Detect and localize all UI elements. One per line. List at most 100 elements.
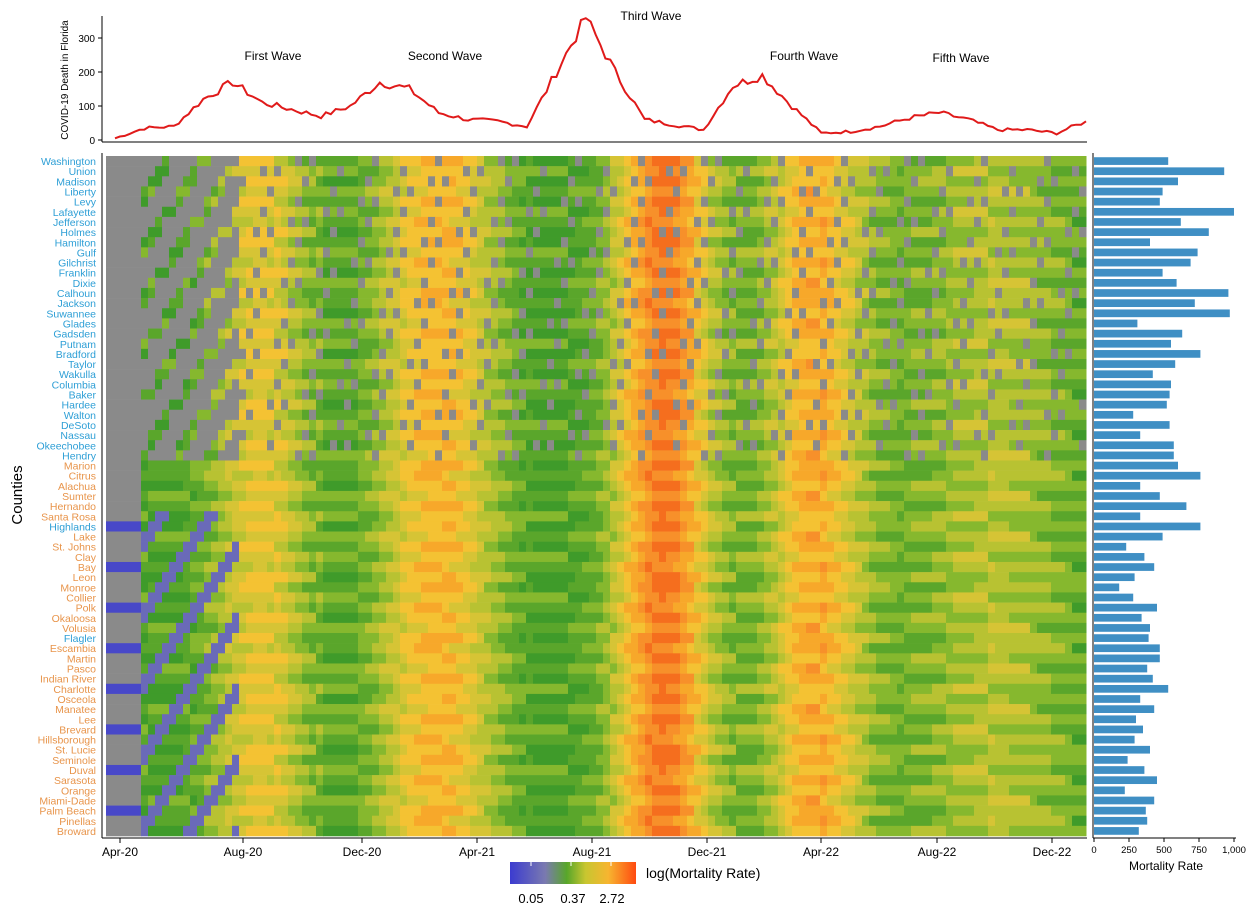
- heatmap-cell: [778, 805, 786, 816]
- heatmap-cell: [246, 348, 254, 360]
- heatmap-cell: [911, 572, 947, 583]
- heatmap-cell: [155, 419, 170, 431]
- heatmap-cell: [141, 561, 170, 573]
- heatmap-cell: [771, 430, 779, 441]
- heatmap-cell: [491, 358, 499, 370]
- heatmap-cell: [428, 318, 457, 329]
- heatmap-cell: [988, 369, 996, 380]
- heatmap-cell: [687, 785, 702, 796]
- heatmap-cell: [141, 287, 149, 299]
- heatmap-cell: [1065, 298, 1073, 309]
- heatmap-cell: [456, 653, 471, 664]
- heatmap-cell: [491, 430, 506, 441]
- heatmap-cell: [190, 419, 198, 431]
- heatmap-cell: [932, 247, 940, 258]
- heatmap-cell: [624, 166, 632, 177]
- heatmap-cell: [911, 156, 919, 167]
- heatmap-cell: [526, 206, 534, 218]
- heatmap-cell: [253, 734, 268, 745]
- heatmap-cell: [820, 612, 828, 624]
- heatmap-cell: [631, 308, 646, 319]
- heatmap-cell: [1051, 338, 1087, 350]
- heatmap-cell: [498, 704, 513, 715]
- heatmap-cell: [645, 237, 653, 248]
- heatmap-cell: [302, 196, 359, 208]
- heatmap-cell: [456, 409, 464, 421]
- heatmap-cell: [323, 683, 359, 695]
- heatmap-cell: [638, 247, 646, 258]
- heatmap-cell: [778, 683, 786, 695]
- heatmap-cell: [638, 338, 646, 350]
- heatmap-cell: [750, 358, 758, 370]
- heatmap-cell: [568, 714, 597, 725]
- heatmap-cell: [470, 653, 492, 664]
- mortality-bar: [1094, 593, 1134, 602]
- heatmap-cell: [659, 764, 667, 776]
- heatmap-cell: [190, 430, 198, 441]
- heatmap-cell: [498, 257, 506, 268]
- heatmap-cell: [855, 663, 877, 674]
- heatmap-cell: [617, 308, 625, 319]
- heatmap-cell: [603, 744, 611, 756]
- heatmap-cell: [932, 287, 940, 299]
- mortality-bar: [1094, 167, 1225, 176]
- heatmap-cell: [764, 521, 779, 532]
- heatmap-cell: [904, 338, 933, 350]
- heatmap-cell: [708, 805, 723, 816]
- heatmap-cell: [799, 206, 807, 218]
- county-label: Flagler: [64, 633, 97, 645]
- heatmap-cell: [148, 622, 177, 634]
- heatmap-cell: [309, 409, 317, 421]
- heatmap-cell: [442, 561, 450, 573]
- heatmap-cell: [302, 440, 317, 451]
- heatmap-cell: [708, 673, 723, 685]
- heatmap-cell: [603, 379, 611, 390]
- heatmap-cell: [827, 612, 842, 624]
- heatmap-cell: [694, 511, 709, 522]
- heatmap-cell: [869, 369, 891, 380]
- heatmap-cell: [267, 227, 275, 238]
- heatmap-cell: [820, 176, 828, 187]
- heatmap-cell: [757, 501, 772, 512]
- heatmap-cell: [652, 358, 681, 370]
- heatmap-cell: [645, 409, 653, 421]
- heatmap-cell: [911, 277, 947, 289]
- heatmap-cell: [799, 714, 835, 725]
- heatmap-cell: [624, 419, 632, 431]
- heatmap-cell: [715, 561, 730, 573]
- county-label: Glades: [63, 319, 96, 331]
- heatmap-cell: [477, 541, 485, 553]
- heatmap-cell: [141, 663, 149, 674]
- heatmap-cell: [785, 775, 793, 786]
- heatmap-cell: [771, 582, 779, 593]
- heatmap-cell: [596, 267, 604, 279]
- heatmap-cell: [169, 775, 184, 786]
- heatmap-cell: [624, 176, 632, 187]
- heatmap-cell: [288, 521, 303, 532]
- heatmap-cell: [1009, 744, 1087, 756]
- heatmap-cell: [568, 318, 597, 329]
- heatmap-cell: [512, 531, 569, 542]
- heatmap-cell: [386, 227, 394, 238]
- heatmap-cell: [568, 328, 590, 339]
- heatmap-cell: [729, 348, 737, 360]
- heatmap-cell: [106, 622, 142, 634]
- heatmap-cell: [988, 196, 1045, 208]
- heatmap-cell: [386, 825, 401, 837]
- heatmap-cell: [197, 663, 212, 674]
- heatmap-cell: [463, 409, 478, 421]
- heatmap-cell: [638, 815, 646, 827]
- heatmap-cell: [533, 582, 569, 593]
- heatmap-cell: [477, 754, 485, 766]
- heatmap-cell: [610, 379, 618, 390]
- heatmap-cell: [183, 379, 191, 390]
- heatmap-cell: [155, 673, 191, 685]
- heatmap-cell: [456, 186, 471, 197]
- heatmap-cell: [890, 277, 898, 289]
- heatmap-cell: [1072, 287, 1080, 299]
- heatmap-cell: [708, 369, 716, 380]
- heatmap-cell: [932, 602, 954, 614]
- heatmap-cell: [820, 693, 828, 705]
- heatmap-cell: [372, 480, 387, 492]
- heatmap-cell: [582, 308, 590, 319]
